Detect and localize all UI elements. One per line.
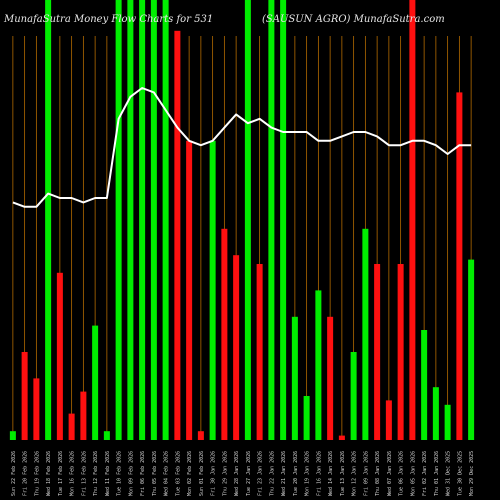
x-tick-label: Tue 03 Feb 2026 — [175, 451, 181, 496]
x-tick-label: Mon 12 Jan 2026 — [352, 451, 358, 496]
x-tick-label: Fri 09 Jan 2026 — [363, 451, 369, 496]
x-tick-label: Tue 13 Jan 2026 — [340, 451, 346, 496]
x-tick-label: Fri 23 Jan 2026 — [258, 451, 264, 496]
x-tick-label: Wed 18 Feb 2026 — [46, 451, 52, 496]
x-tick-label: Tue 27 Jan 2026 — [246, 451, 252, 496]
x-tick-label: Mon 29 Dec 2025 — [469, 451, 475, 496]
bar-green — [162, 0, 169, 440]
bar-green — [103, 431, 110, 440]
bar-red — [327, 316, 334, 440]
bar-red — [186, 140, 193, 441]
x-tick-label: Thu 12 Feb 2026 — [93, 451, 99, 496]
x-tick-label: Wed 28 Jan 2026 — [234, 451, 240, 496]
x-tick-label: Wed 07 Jan 2026 — [387, 451, 393, 496]
bar-green — [244, 0, 251, 440]
bar-green — [268, 0, 275, 440]
bar-green — [209, 140, 216, 441]
x-tick-label: Thu 29 Jan 2026 — [222, 451, 228, 496]
bar-green — [92, 325, 99, 440]
x-tick-label: Fri 16 Jan 2026 — [316, 451, 322, 496]
bars — [9, 0, 475, 441]
bar-green — [468, 259, 475, 440]
bar-green — [362, 228, 369, 440]
x-tick-label: Mon 09 Feb 2026 — [128, 451, 134, 496]
x-tick-label: Thu 05 Feb 2026 — [152, 451, 158, 496]
bar-green — [421, 330, 428, 440]
x-tick-label: Wed 31 Dec 2025 — [446, 451, 452, 496]
bar-green — [9, 431, 16, 440]
bar-red — [80, 391, 87, 440]
x-tick-label: Fri 30 Jan 2026 — [211, 451, 217, 496]
x-tick-label: Wed 04 Feb 2026 — [164, 451, 170, 496]
bar-green — [291, 316, 298, 440]
bar-green — [303, 396, 310, 440]
bar-red — [409, 0, 416, 440]
bar-red — [68, 413, 75, 440]
x-tick-label: Mon 02 Feb 2026 — [187, 451, 193, 496]
bar-red — [221, 228, 228, 440]
money-flow-line-path — [12, 87, 472, 208]
x-tick-label: Tue 10 Feb 2026 — [117, 451, 123, 496]
x-tick-label: Thu 19 Feb 2026 — [34, 451, 40, 496]
x-tick-label: Sun 01 Feb 2026 — [199, 451, 205, 496]
chart-title: MunafaSutra Money Flow Charts for 531 — [3, 14, 213, 25]
bar-green — [280, 0, 287, 440]
x-tick-label: Tue 20 Jan 2026 — [293, 451, 299, 496]
x-tick-label: Sun 22 Feb 2026 — [11, 451, 17, 496]
bar-red — [197, 431, 204, 440]
bar-red — [21, 352, 28, 440]
bar-red — [56, 272, 63, 440]
x-tick-label: Fri 06 Feb 2026 — [140, 451, 146, 496]
bar-green — [150, 0, 157, 440]
x-tick-label: Fri 20 Feb 2026 — [23, 451, 29, 496]
bar-red — [256, 264, 263, 440]
bar-red — [456, 92, 463, 441]
x-tick-label: Thu 01 Jan 2026 — [434, 451, 440, 496]
bar-red — [338, 435, 345, 440]
bar-green — [432, 387, 439, 440]
x-tick-label: Wed 11 Feb 2026 — [105, 451, 111, 496]
x-tick-label: Thu 22 Jan 2026 — [269, 451, 275, 496]
bar-green — [350, 352, 357, 440]
x-tick-label: Tue 06 Jan 2026 — [399, 451, 405, 496]
bar-red — [374, 264, 381, 440]
bar-green — [115, 0, 122, 440]
bar-red — [385, 400, 392, 440]
x-tick-label: Mon 19 Jan 2026 — [305, 451, 311, 496]
bar-green — [444, 404, 451, 440]
money-flow-line — [12, 87, 472, 208]
x-tick-label: Fri 02 Jan 2026 — [422, 451, 428, 496]
chart-title-right: (SAUSUN AGRO) MunafaSutra.com — [262, 14, 445, 25]
x-tick-label: Tue 30 Dec 2025 — [457, 451, 463, 496]
bar-green — [127, 0, 134, 440]
bar-green — [45, 0, 52, 440]
x-tick-label: Mon 05 Jan 2026 — [410, 451, 416, 496]
x-tick-label: Mon 16 Feb 2026 — [70, 451, 76, 496]
x-tick-label: Tue 17 Feb 2026 — [58, 451, 64, 496]
bar-green — [139, 0, 146, 440]
x-tick-label: Fri 13 Feb 2026 — [81, 451, 87, 496]
x-tick-label: Wed 21 Jan 2026 — [281, 451, 287, 496]
bar-red — [174, 30, 181, 441]
x-tick-label: Wed 14 Jan 2026 — [328, 451, 334, 496]
bar-red — [33, 378, 40, 440]
bar-green — [315, 290, 322, 440]
x-tick-labels: Sun 22 Feb 2026 Fri 20 Feb 2026 Thu 19 Feb… — [11, 451, 475, 496]
bar-red — [397, 264, 404, 440]
x-tick-label: Thu 08 Jan 2026 — [375, 451, 381, 496]
bar-red — [233, 255, 240, 440]
